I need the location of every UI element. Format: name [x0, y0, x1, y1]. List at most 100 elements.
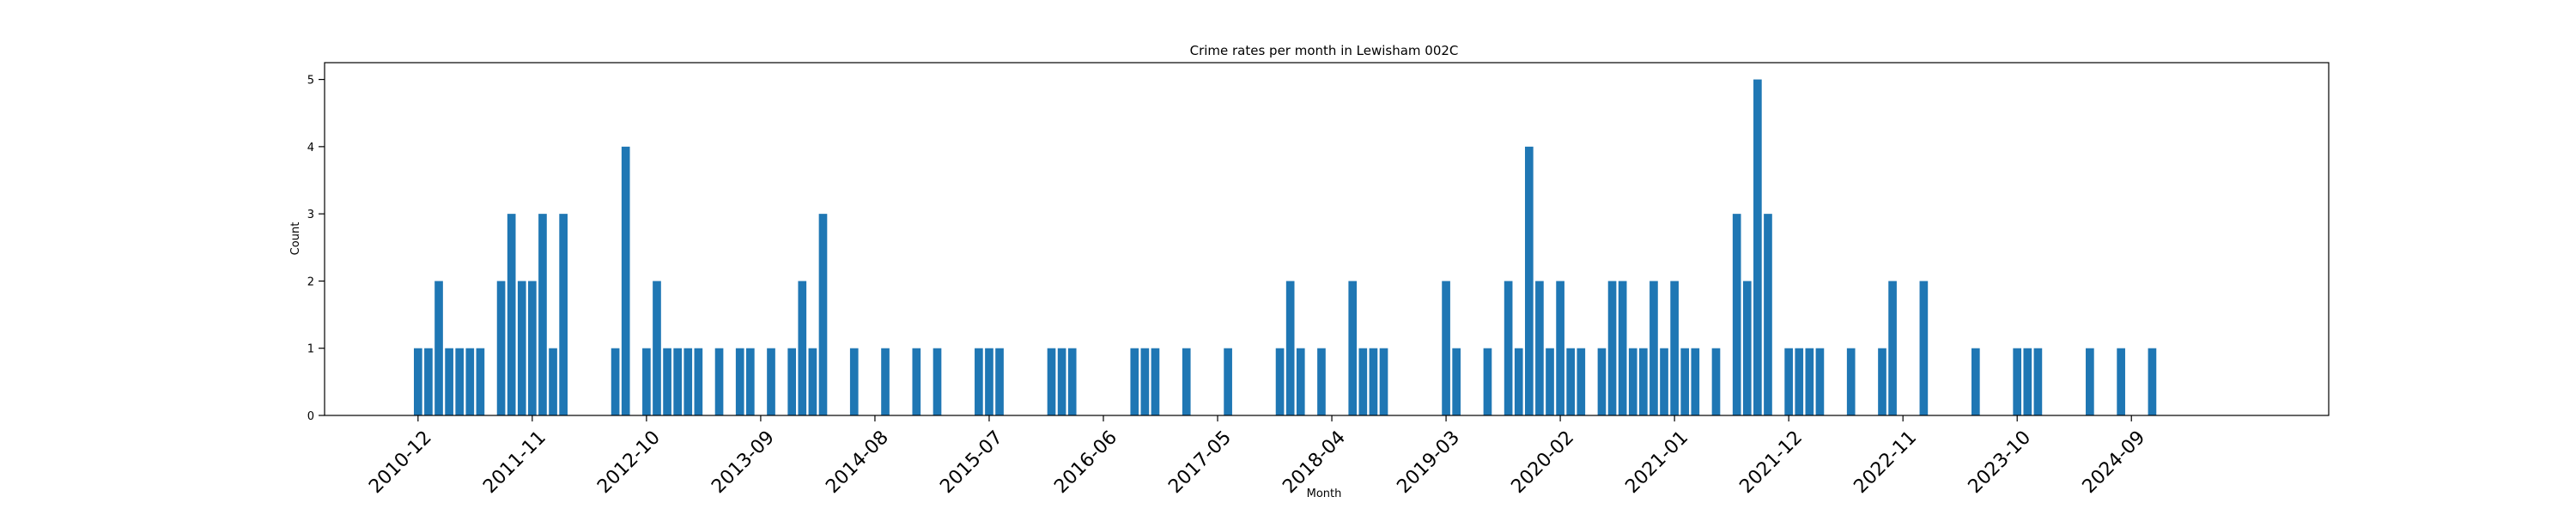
- bar: [559, 214, 568, 415]
- bar: [1504, 281, 1513, 415]
- bar: [1379, 348, 1388, 415]
- x-tick-label: 2011-11: [479, 427, 550, 498]
- bar: [1296, 348, 1305, 415]
- x-axis-label: Month: [1307, 488, 1342, 500]
- x-tick-label: 2020-02: [1507, 427, 1578, 498]
- bar: [881, 348, 890, 415]
- bar: [528, 281, 537, 415]
- bar: [1057, 348, 1066, 415]
- bar: [1878, 348, 1886, 415]
- bar: [1348, 281, 1358, 415]
- bar: [1067, 348, 1077, 415]
- bar: [1546, 348, 1554, 415]
- bar: [818, 214, 828, 415]
- bar: [849, 348, 859, 415]
- bar: [1607, 281, 1617, 415]
- bar: [611, 348, 620, 415]
- y-tick-label: 3: [307, 209, 314, 221]
- bar: [1140, 348, 1150, 415]
- bar: [985, 348, 993, 415]
- x-tick-label: 2021-01: [1621, 427, 1692, 498]
- plot-frame: [324, 62, 2330, 416]
- x-tick-label: 2019-03: [1393, 427, 1464, 498]
- bars-group: [414, 79, 2157, 416]
- bar: [424, 348, 433, 415]
- bar: [549, 348, 557, 415]
- bar: [1628, 348, 1637, 415]
- bar: [1317, 348, 1326, 415]
- bar: [1514, 348, 1523, 415]
- bar: [455, 348, 465, 415]
- bar: [1483, 348, 1492, 415]
- bar: [787, 348, 797, 415]
- bar: [1535, 281, 1544, 415]
- bar: [414, 348, 422, 415]
- bar: [1691, 348, 1700, 415]
- bar: [1670, 281, 1679, 415]
- bar: [465, 348, 475, 415]
- x-tick-label: 2013-09: [708, 427, 779, 498]
- bar: [767, 348, 775, 415]
- bar: [476, 348, 485, 415]
- bar: [496, 281, 506, 415]
- bar: [995, 348, 1004, 415]
- bar: [1680, 348, 1690, 415]
- bar: [663, 348, 671, 415]
- bar: [673, 348, 682, 415]
- bar: [1442, 281, 1450, 415]
- bar: [1452, 348, 1461, 415]
- bar: [1784, 348, 1793, 415]
- bar: [1971, 348, 1980, 415]
- bar: [1524, 146, 1534, 416]
- bar: [714, 348, 724, 415]
- bar: [1556, 281, 1564, 415]
- y-axis-label: Count: [289, 222, 302, 256]
- bar: [1660, 348, 1668, 415]
- bar: [1275, 348, 1285, 415]
- bar: [445, 348, 453, 415]
- bar: [933, 348, 942, 415]
- bar: [1369, 348, 1378, 415]
- bar: [642, 348, 651, 415]
- chart-title: Crime rates per month in Lewisham 002C: [1190, 43, 1459, 58]
- bar: [975, 348, 983, 415]
- bar: [1358, 348, 1368, 415]
- x-tick-label: 2022-11: [1850, 427, 1921, 498]
- bar: [1182, 348, 1191, 415]
- bar: [1151, 348, 1160, 415]
- bar: [1919, 281, 1929, 415]
- bar: [1130, 348, 1139, 415]
- x-tick-label: 2023-10: [1965, 427, 2036, 498]
- bar: [1285, 281, 1295, 415]
- y-tick-label: 4: [307, 142, 314, 154]
- bar: [538, 214, 547, 415]
- bar: [1732, 214, 1741, 415]
- bar: [2023, 348, 2032, 415]
- bar: [1224, 348, 1232, 415]
- bar: [1888, 281, 1897, 415]
- bar: [1566, 348, 1576, 415]
- y-tick-label: 0: [307, 410, 314, 423]
- bar: [808, 348, 817, 415]
- y-tick-label: 2: [307, 276, 314, 288]
- bar: [507, 214, 516, 415]
- bar: [1764, 214, 1772, 415]
- bar: [1047, 348, 1056, 415]
- x-tick-label: 2010-12: [365, 427, 436, 498]
- x-tick-label: 2015-07: [936, 427, 1007, 498]
- bar: [2033, 348, 2043, 415]
- bar: [1649, 281, 1658, 415]
- bar: [1742, 281, 1752, 415]
- bar: [1639, 348, 1648, 415]
- bar: [694, 348, 703, 415]
- bar: [653, 281, 661, 415]
- x-tick-label: 2014-08: [822, 427, 893, 498]
- bar: [1597, 348, 1607, 415]
- bar: [745, 348, 755, 415]
- x-tick-label: 2016-06: [1050, 427, 1121, 498]
- bar: [1577, 348, 1586, 415]
- bar: [434, 281, 443, 415]
- bar: [2117, 348, 2125, 415]
- bar: [1618, 281, 1627, 415]
